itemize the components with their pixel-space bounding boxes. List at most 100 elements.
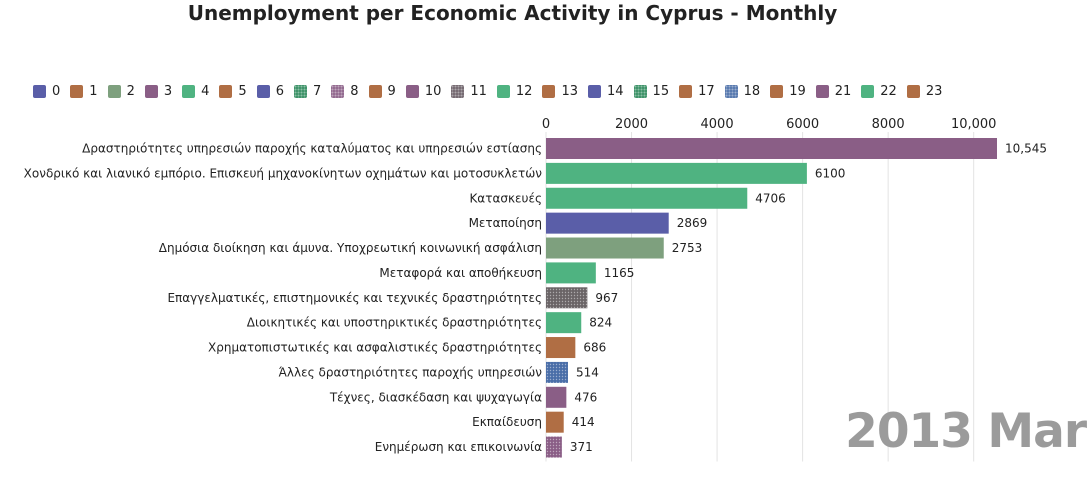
legend-item[interactable]: 12 <box>496 83 533 99</box>
bar-pattern <box>546 287 588 309</box>
legend-swatch <box>368 84 382 98</box>
legend-swatch <box>633 84 647 98</box>
bar-pattern <box>546 361 568 383</box>
legend-label: 11 <box>470 83 487 99</box>
legend-swatch <box>770 84 784 98</box>
legend-item[interactable]: 22 <box>861 84 897 99</box>
value-label: 2753 <box>672 241 703 255</box>
legend-label: 12 <box>515 83 533 99</box>
legend: 0 1 2 3 4 5 6 7 8 9 10 11 12 13 14 15 17 18 19 21 22 23 <box>33 81 952 101</box>
bar <box>546 237 664 259</box>
legend-item[interactable]: 1 <box>70 83 98 99</box>
legend-item[interactable]: 23 <box>906 83 943 99</box>
chart-title: Unemployment per Economic Activity in Cy… <box>187 1 838 25</box>
legend-item[interactable]: 13 <box>542 84 578 99</box>
tick-label: 10,000 <box>951 117 997 132</box>
legend-label: 18 <box>743 83 761 99</box>
legend-label: 4 <box>201 83 210 99</box>
legend-swatch <box>724 84 738 98</box>
legend-item[interactable]: 4 <box>182 84 209 99</box>
legend-label: 23 <box>925 83 943 99</box>
category-label: Μεταφορά και αποθήκευση <box>379 266 542 280</box>
legend-item[interactable]: 19 <box>770 84 806 99</box>
legend-label: 10 <box>424 83 442 99</box>
category-label: Διοικητικές και υποστηρικτικές δραστηριό… <box>247 316 542 330</box>
legend-label: 8 <box>350 83 359 99</box>
legend-swatch <box>679 84 693 98</box>
bar <box>546 411 564 433</box>
value-label: 10,545 <box>1005 142 1047 156</box>
legend-item[interactable]: 8 <box>331 83 359 99</box>
value-label: 476 <box>574 390 597 404</box>
category-label: Δημόσια διοίκηση και άμυνα. Υποχρεωτική … <box>159 241 542 255</box>
category-label: Επαγγελματικές, επιστημονικές και τεχνικ… <box>167 291 542 305</box>
category-label: Χονδρικό και λιανικό εμπόριο. Επισκευή μ… <box>24 166 543 180</box>
category-label: Τέχνες, διασκέδαση και ψυχαγωγία <box>329 390 542 404</box>
legend-label: 3 <box>163 83 173 99</box>
tick-label: 6000 <box>786 117 819 132</box>
legend-item[interactable]: 9 <box>368 83 396 99</box>
legend-item[interactable]: 6 <box>256 84 284 99</box>
category-label: Εκπαίδευση <box>472 415 542 429</box>
legend-swatch <box>542 84 556 98</box>
category-label: Μεταποίηση <box>469 216 542 230</box>
legend-label: 1 <box>89 83 98 99</box>
legend-swatch <box>33 84 46 98</box>
legend-item[interactable]: 11 <box>451 84 487 99</box>
legend-swatch <box>331 84 345 98</box>
bar <box>546 212 669 234</box>
legend-item[interactable]: 14 <box>588 84 624 99</box>
legend-item[interactable]: 15 <box>633 83 670 99</box>
legend-label: 15 <box>652 83 670 99</box>
tick-label: 2000 <box>615 117 648 132</box>
legend-label: 13 <box>561 83 578 99</box>
legend-swatch <box>219 84 233 98</box>
value-label: 6100 <box>815 166 846 180</box>
legend-item[interactable]: 17 <box>679 84 715 99</box>
value-label: 414 <box>572 415 595 429</box>
legend-item[interactable]: 10 <box>405 83 442 99</box>
legend-label: 7 <box>312 83 322 99</box>
legend-item[interactable]: 0 <box>33 84 60 99</box>
bar-pattern <box>546 436 562 458</box>
legend-label: 2 <box>126 83 135 99</box>
legend-item[interactable]: 5 <box>219 83 247 99</box>
legend-item[interactable]: 18 <box>724 83 761 99</box>
legend-swatch <box>70 84 84 98</box>
value-label: 371 <box>570 440 593 454</box>
legend-label: 22 <box>880 83 897 99</box>
bar <box>546 386 567 408</box>
category-label: Ενημέρωση και επικοινωνία <box>375 440 542 454</box>
bar <box>546 337 576 359</box>
bars: Δραστηριότητες υπηρεσιών παροχής καταλύμ… <box>24 138 1047 458</box>
category-label: Δραστηριότητες υπηρεσιών παροχής καταλύμ… <box>82 142 542 156</box>
legend-label: 9 <box>387 83 396 99</box>
legend-swatch <box>144 84 158 98</box>
legend-swatch <box>861 84 875 98</box>
legend-label: 5 <box>238 83 247 99</box>
legend-item[interactable]: 2 <box>107 83 135 99</box>
legend-swatch <box>405 84 419 98</box>
legend-item[interactable]: 21 <box>815 83 852 99</box>
tick-label: 4000 <box>701 117 734 132</box>
value-label: 2869 <box>677 216 708 230</box>
legend-swatch <box>182 84 196 98</box>
bar <box>546 138 997 159</box>
legend-label: 21 <box>834 83 852 99</box>
legend-item[interactable]: 7 <box>293 83 322 99</box>
tick-label: 8000 <box>872 117 905 132</box>
legend-swatch <box>451 84 465 98</box>
bar <box>546 312 582 334</box>
legend-label: 14 <box>607 83 624 99</box>
legend-swatch <box>496 84 510 98</box>
legend-item[interactable]: 3 <box>144 83 173 99</box>
legend-swatch <box>588 84 601 98</box>
bar <box>546 187 748 209</box>
category-label: Χρηματοπιστωτικές και ασφαλιστικές δραστ… <box>208 341 542 355</box>
value-label: 1165 <box>604 266 635 280</box>
axis-ticks: 0 2000 4000 6000 8000 10,000 <box>542 117 997 132</box>
legend-label: 19 <box>789 83 806 99</box>
legend-swatch <box>293 84 307 98</box>
value-label: 686 <box>583 341 606 355</box>
